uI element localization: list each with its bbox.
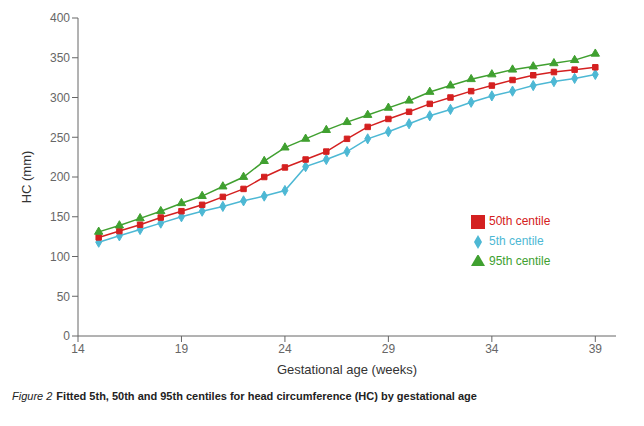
svg-text:300: 300 [50,91,70,105]
svg-text:19: 19 [175,342,189,356]
svg-text:Gestational age (weeks): Gestational age (weeks) [277,362,417,377]
svg-text:39: 39 [589,342,603,356]
svg-text:50: 50 [57,290,71,304]
svg-text:100: 100 [50,250,70,264]
svg-text:200: 200 [50,170,70,184]
svg-text:14: 14 [71,342,85,356]
html-text:5th centile: 5th centile [489,234,544,248]
svg-text:HC (mm): HC (mm) [19,151,34,204]
html-text:95th centile: 95th centile [489,254,551,268]
svg-text:24: 24 [278,342,292,356]
svg-text:250: 250 [50,131,70,145]
html-text:Figure 2 Fitted 5th, 50th and: Figure 2 Fitted 5th, 50th and 95th centi… [12,390,477,402]
svg-text:400: 400 [50,11,70,25]
svg-text:34: 34 [485,342,499,356]
svg-text:150: 150 [50,210,70,224]
svg-text:0: 0 [63,329,70,343]
html-text:50th centile: 50th centile [489,214,551,228]
svg-text:350: 350 [50,51,70,65]
svg-text:29: 29 [382,342,396,356]
